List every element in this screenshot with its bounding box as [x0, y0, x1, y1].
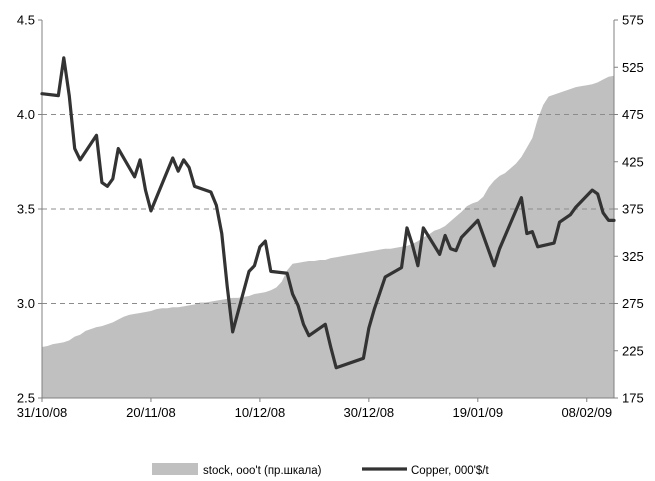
x-tick-label: 19/01/09 [453, 405, 504, 420]
x-tick-label: 20/11/08 [126, 405, 176, 420]
right-tick-label: 325 [622, 249, 644, 264]
stock-area-series [42, 75, 614, 398]
legend-swatch-stock [152, 463, 198, 475]
right-tick-label: 425 [622, 154, 644, 169]
right-tick-label: 225 [622, 343, 644, 358]
legend: stock, ooo't (пр.шкала) Copper, 000'$/t [152, 463, 489, 477]
left-tick-label: 4.0 [17, 107, 35, 122]
x-tick-label: 08/02/09 [561, 405, 612, 420]
x-tick-label: 31/10/08 [17, 405, 68, 420]
x-tick-label: 10/12/08 [235, 405, 286, 420]
x-tick-label: 30/12/08 [344, 405, 395, 420]
right-tick-label: 175 [622, 391, 644, 406]
right-tick-label: 525 [622, 60, 644, 75]
right-tick-label: 575 [622, 13, 644, 28]
left-tick-label: 3.0 [17, 296, 35, 311]
copper-line-series [40, 56, 616, 370]
left-tick-label: 3.5 [17, 202, 35, 217]
right-tick-label: 475 [622, 107, 644, 122]
left-tick-label: 4.5 [17, 13, 35, 28]
right-tick-label: 375 [622, 202, 644, 217]
right-tick-label: 275 [622, 296, 644, 311]
legend-label-stock: stock, ooo't (пр.шкала) [203, 465, 322, 477]
left-tick-label: 2.5 [17, 391, 35, 406]
legend-label-copper: Copper, 000'$/t [411, 465, 489, 477]
